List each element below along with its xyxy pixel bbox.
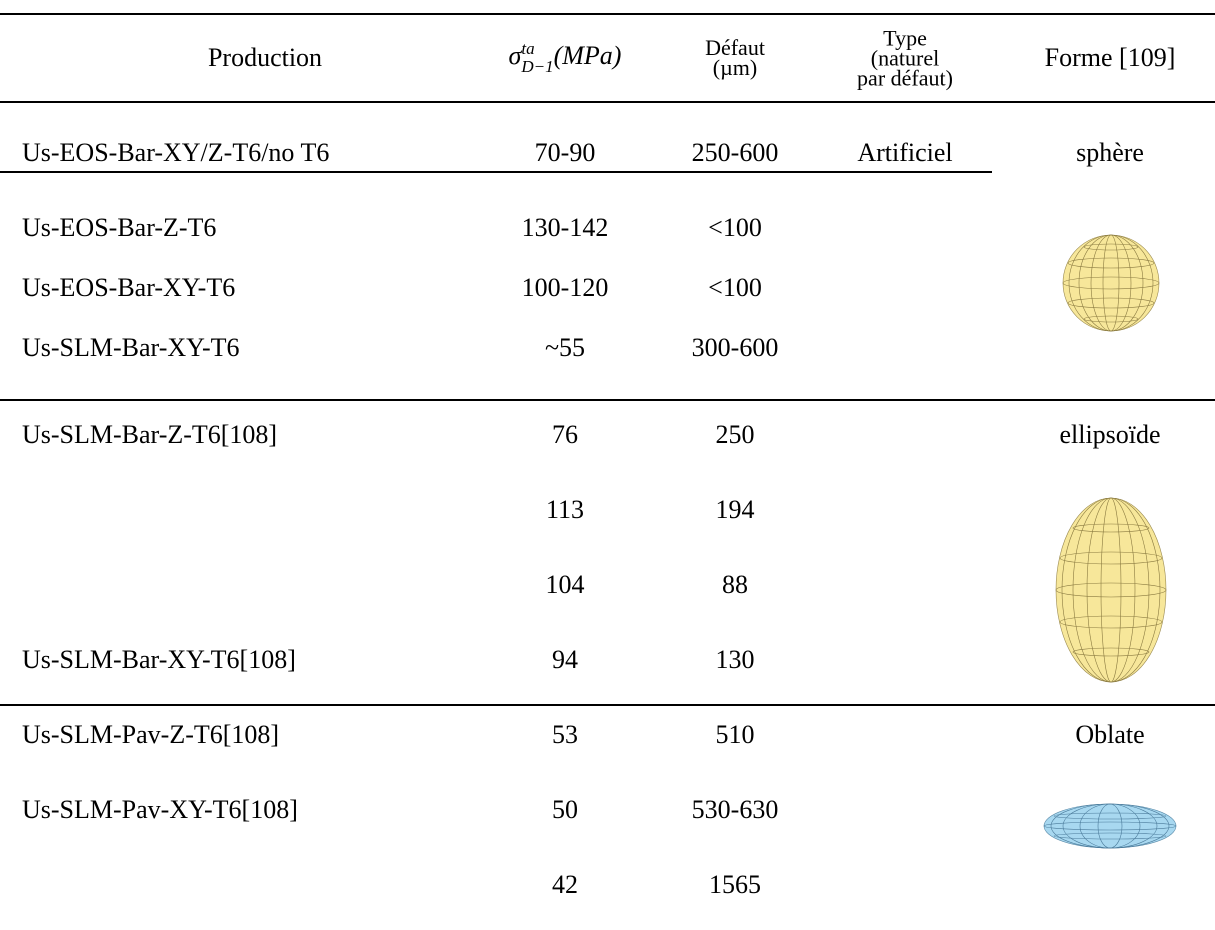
cell-stress: ~55	[544, 333, 586, 362]
header-cell: Type (naturel par défaut)	[857, 25, 953, 90]
cell-defect: 88	[722, 570, 748, 599]
cell-type: Artificiel	[857, 138, 953, 167]
top-rule	[0, 13, 1215, 15]
header-cell: Production	[207, 43, 323, 72]
ellipsoid-image	[1055, 497, 1167, 683]
cell-defect: 194	[715, 495, 755, 524]
unit: (MPa)	[553, 40, 622, 70]
cell-defect: 1565	[709, 870, 761, 899]
oblate-image	[1043, 803, 1177, 849]
cell-stress: 94	[552, 645, 578, 674]
sphere-image	[1062, 234, 1160, 332]
cell-defect: 250-600	[691, 138, 779, 167]
cell-stress: 113	[545, 495, 585, 524]
subscript: D−1	[521, 57, 554, 76]
cell-defect: <100	[708, 273, 762, 302]
header-rule	[0, 101, 1215, 103]
header-line: Type	[883, 25, 927, 51]
cell-defect: <100	[708, 213, 762, 242]
cell-production: Us-SLM-Bar-XY-T6	[22, 333, 240, 362]
cell-defect: 530-630	[691, 795, 779, 824]
cell-production: Us-EOS-Bar-Z-T6	[22, 213, 217, 242]
cell-production: Us-EOS-Bar-XY/Z-T6/no T6	[22, 138, 330, 167]
cell-production: Us-SLM-Bar-XY-T6[108]	[22, 645, 296, 674]
shape-label: Oblate	[1075, 720, 1145, 749]
shape-label: ellipsoïde	[1059, 420, 1161, 449]
group-rule	[0, 704, 1215, 706]
cell-stress: 70-90	[534, 138, 596, 167]
cell-defect: 250	[715, 420, 755, 449]
cell-stress: 53	[552, 720, 578, 749]
cell-stress: 42	[552, 870, 578, 899]
header-line: par défaut)	[857, 64, 953, 90]
header-line: Défaut	[705, 35, 765, 61]
cell-defect: 300-600	[691, 333, 779, 362]
cell-stress: 130-142	[521, 213, 609, 242]
cell-production: Us-EOS-Bar-XY-T6	[22, 273, 236, 302]
group-rule	[0, 399, 1215, 401]
cell-defect: 510	[715, 720, 755, 749]
cell-stress: 100-120	[521, 273, 609, 302]
header-cell: σ ta D−1 (MPa)	[509, 40, 622, 76]
superscript: ta	[521, 39, 535, 59]
shape-label: sphère	[1076, 138, 1144, 167]
header-cell: Défaut (µm)	[705, 35, 765, 80]
symbol: σ	[508, 40, 522, 70]
header-line: (µm)	[712, 55, 758, 80]
cell-defect: 130	[715, 645, 755, 674]
cell-stress: 76	[552, 420, 578, 449]
cell-production: Us-SLM-Pav-XY-T6[108]	[22, 795, 298, 824]
header-cell: Forme [109]	[1044, 43, 1176, 72]
header-line: (naturel	[870, 45, 940, 71]
cell-production: Us-SLM-Bar-Z-T6[108]	[22, 420, 278, 449]
cell-stress: 50	[552, 795, 578, 824]
subsup: ta D−1	[521, 40, 553, 76]
row-rule	[0, 171, 992, 173]
cell-stress: 104	[545, 570, 585, 599]
cell-production: Us-SLM-Pav-Z-T6[108]	[22, 720, 280, 749]
